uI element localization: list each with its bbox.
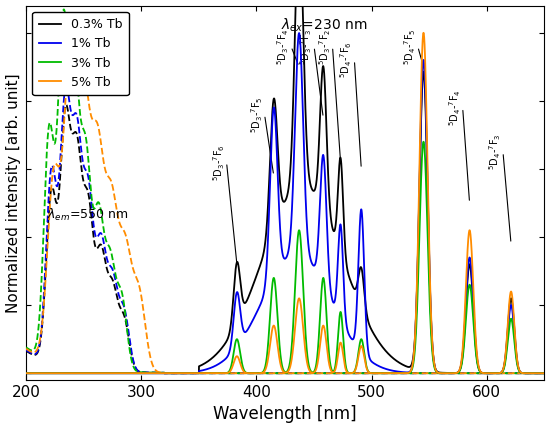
X-axis label: Wavelength [nm]: Wavelength [nm]: [213, 405, 357, 423]
Text: $^5$D$_3$-$^7$F$_4$: $^5$D$_3$-$^7$F$_4$: [276, 28, 291, 65]
Text: $^5$D$_3$-$^7$F$_6$: $^5$D$_3$-$^7$F$_6$: [211, 144, 227, 181]
Text: $^5$D$_4$-$^7$F$_3$: $^5$D$_4$-$^7$F$_3$: [487, 133, 503, 170]
Text: $^5$D$_4$-$^7$F$_4$: $^5$D$_4$-$^7$F$_4$: [447, 89, 463, 126]
Text: $^5$D$_4$-$^7$F$_5$: $^5$D$_4$-$^7$F$_5$: [402, 28, 418, 65]
Legend: 0.3% Tb, 1% Tb, 3% Tb, 5% Tb: 0.3% Tb, 1% Tb, 3% Tb, 5% Tb: [32, 12, 129, 95]
Text: $\lambda_{ex}$=230 nm: $\lambda_{ex}$=230 nm: [281, 17, 367, 34]
Text: $^5$D$_3$-$^7$F$_2$: $^5$D$_3$-$^7$F$_2$: [317, 28, 333, 65]
Text: $^5$D$_3$-$^7$F$_5$: $^5$D$_3$-$^7$F$_5$: [249, 96, 265, 133]
Y-axis label: Normalized intensity [arb. unit]: Normalized intensity [arb. unit]: [6, 73, 20, 313]
Text: $^5$D$_3$-$^7$F$_3$: $^5$D$_3$-$^7$F$_3$: [299, 28, 314, 65]
Text: $^5$D$_4$-$^7$F$_6$: $^5$D$_4$-$^7$F$_6$: [339, 42, 354, 79]
Text: $\lambda_{em}$=550 nm: $\lambda_{em}$=550 nm: [47, 207, 128, 224]
